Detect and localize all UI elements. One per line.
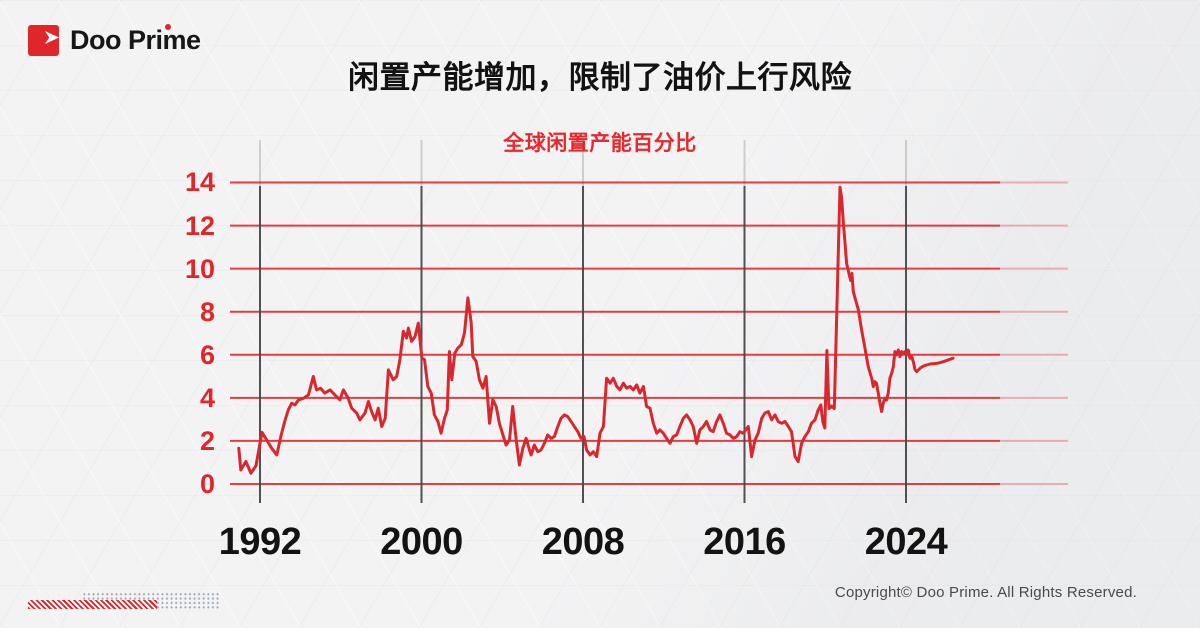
x-tick-label-2008: 2008 bbox=[541, 521, 625, 563]
y-tick-label-6: 6 bbox=[199, 339, 215, 370]
spare-capacity-series-line bbox=[237, 185, 955, 475]
y-tick-label-4: 4 bbox=[199, 382, 215, 413]
y-tick-label-12: 12 bbox=[184, 210, 215, 241]
y-tick-label-14: 14 bbox=[184, 167, 215, 198]
y-tick-label-8: 8 bbox=[199, 296, 215, 327]
page-title: 闲置产能增加，限制了油价上行风险 bbox=[348, 60, 852, 95]
logo-i-dot bbox=[165, 24, 171, 30]
copyright-text: Copyright© Doo Prime. All Rights Reserve… bbox=[834, 584, 1137, 601]
doo-prime-logo: Doo Prime bbox=[28, 22, 201, 58]
y-tick-label-0: 0 bbox=[199, 469, 215, 499]
x-tick-label-2000: 2000 bbox=[380, 521, 463, 563]
logo-wordmark: Doo Prime bbox=[70, 24, 201, 55]
y-tick-label-2: 2 bbox=[199, 425, 215, 456]
red-stripe-decoration bbox=[28, 600, 157, 609]
chart-title: 全球闲置产能百分比 bbox=[503, 132, 697, 155]
x-tick-label-2016: 2016 bbox=[703, 521, 786, 563]
x-tick-label-2024: 2024 bbox=[864, 521, 948, 563]
x-tick-label-1992: 1992 bbox=[218, 521, 302, 563]
y-tick-label-10: 10 bbox=[184, 253, 215, 284]
doo-prime-logo-icon bbox=[28, 25, 59, 57]
